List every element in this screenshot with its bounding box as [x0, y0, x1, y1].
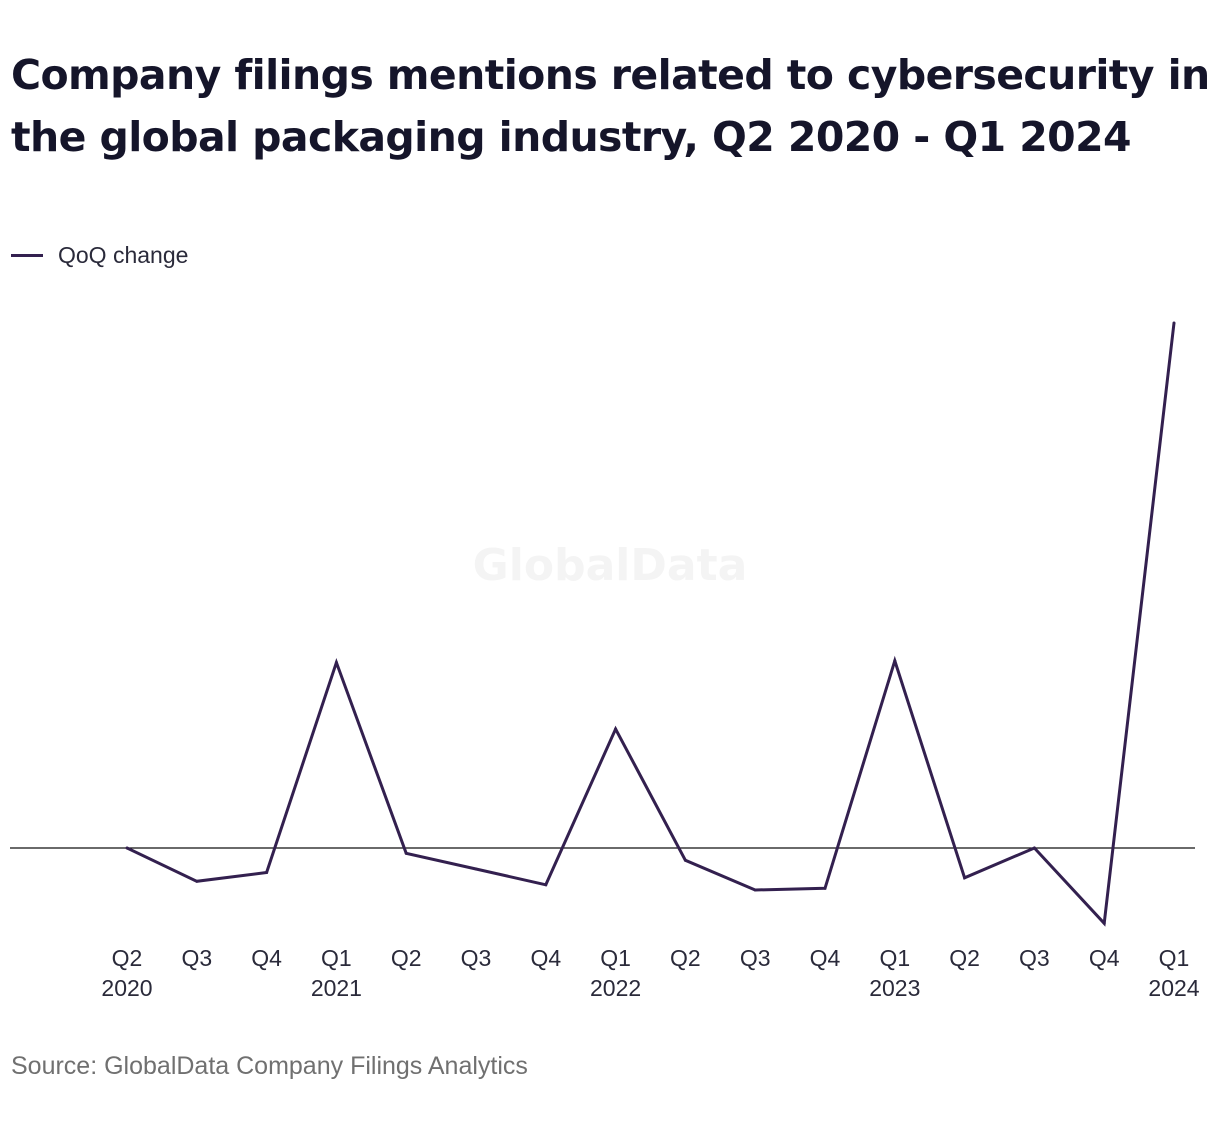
data-point — [125, 846, 129, 850]
x-tick-label: Q1 — [1159, 945, 1190, 971]
legend-line-swatch — [11, 254, 43, 257]
series-line-0 — [126, 322, 1176, 927]
x-tick-label: Q2 — [949, 945, 980, 971]
x-tick-label: Q4 — [1089, 945, 1120, 971]
watermark: GlobalData — [473, 540, 748, 591]
x-tick-label: Q1 — [600, 945, 631, 971]
x-tick-label: Q3 — [461, 945, 492, 971]
data-point — [474, 867, 478, 871]
data-point — [1032, 846, 1036, 850]
data-point — [963, 876, 967, 880]
legend-label: QoQ change — [58, 242, 189, 268]
x-tick-year-label: 2024 — [1148, 975, 1199, 1001]
data-point — [334, 661, 338, 664]
data-point — [404, 851, 408, 855]
legend: QoQ change — [11, 242, 188, 269]
x-tick-year-label: 2023 — [869, 975, 920, 1001]
x-tick-label: Q4 — [530, 945, 561, 971]
data-point — [823, 886, 827, 890]
x-tick-year-label: 2020 — [101, 975, 152, 1001]
data-point — [544, 883, 548, 887]
x-tick-label: Q3 — [740, 945, 771, 971]
data-point — [265, 871, 269, 874]
data-point — [683, 858, 687, 862]
x-tick-label: Q4 — [251, 945, 282, 971]
x-tick-label: Q1 — [321, 945, 352, 971]
series-layer — [125, 321, 1176, 927]
x-tick-label: Q3 — [1019, 945, 1050, 971]
x-tick-label: Q2 — [112, 945, 143, 971]
x-axis: Q2 2020 Q3 Q4 Q1 2021 Q2 Q3 Q4 Q1 2022 Q2 Q3 Q4 Q1 2023… — [101, 945, 1199, 1001]
x-tick-label: Q2 — [670, 945, 701, 971]
data-point — [1172, 321, 1176, 325]
x-tick-label: Q1 — [879, 945, 910, 971]
x-tick-label: Q2 — [391, 945, 422, 971]
chart-title: Company filings mentions related to cybe… — [11, 51, 1210, 161]
data-point — [893, 659, 897, 663]
data-point — [1102, 921, 1106, 925]
data-point — [753, 888, 757, 892]
x-tick-year-label: 2022 — [590, 975, 641, 1001]
x-tick-label: Q3 — [181, 945, 212, 971]
x-tick-year-label: 2021 — [311, 975, 362, 1001]
data-point — [614, 727, 618, 731]
data-point — [195, 879, 199, 883]
x-tick-label: Q4 — [810, 945, 841, 971]
source-note: Source: GlobalData Company Filings Analy… — [11, 1052, 528, 1080]
